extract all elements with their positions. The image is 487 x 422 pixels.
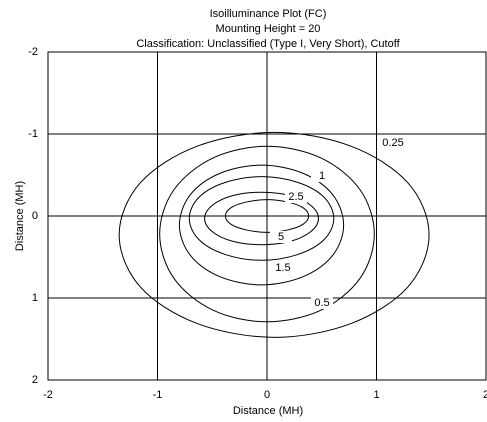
contour-label: 1 bbox=[319, 170, 325, 182]
contour-label: 0.25 bbox=[382, 137, 403, 149]
plot-frame bbox=[47, 51, 487, 381]
y-tick-label: -2 bbox=[28, 46, 38, 58]
contour-label-bg bbox=[311, 297, 333, 309]
contour-label: 2.5 bbox=[288, 191, 303, 203]
y-tick-label: 0 bbox=[32, 210, 38, 222]
x-tick-label: 1 bbox=[373, 389, 379, 401]
x-tick-label: 0 bbox=[264, 389, 270, 401]
contour-line bbox=[118, 131, 430, 338]
y-tick-label: 1 bbox=[32, 292, 38, 304]
contour-label-bg bbox=[311, 170, 333, 182]
y-axis-label: Distance (MH) bbox=[14, 181, 26, 251]
contour-label-bg bbox=[270, 231, 292, 243]
contour-line bbox=[178, 164, 345, 286]
y-tick-label: -1 bbox=[28, 128, 38, 140]
x-tick-label: 2 bbox=[483, 389, 487, 401]
contour-label-bg bbox=[285, 191, 307, 203]
contour-label-bg bbox=[382, 137, 404, 149]
x-tick-label: -1 bbox=[153, 389, 163, 401]
classification: Classification: Unclassified (Type I, Ve… bbox=[136, 38, 400, 50]
contour-label: 0.5 bbox=[314, 297, 329, 309]
contour-label: 5 bbox=[278, 231, 284, 243]
x-axis-label: Distance (MH) bbox=[233, 405, 303, 417]
y-tick-label: 2 bbox=[32, 374, 38, 386]
contour-label: 1.5 bbox=[275, 262, 290, 274]
chart-title: Isoilluminance Plot (FC) bbox=[210, 8, 327, 20]
contour-line bbox=[188, 176, 335, 261]
contour-line bbox=[159, 145, 375, 323]
x-tick-label: -2 bbox=[43, 389, 53, 401]
contour-label-bg bbox=[272, 262, 294, 274]
chart-subtitle: Mounting Height = 20 bbox=[216, 23, 321, 35]
